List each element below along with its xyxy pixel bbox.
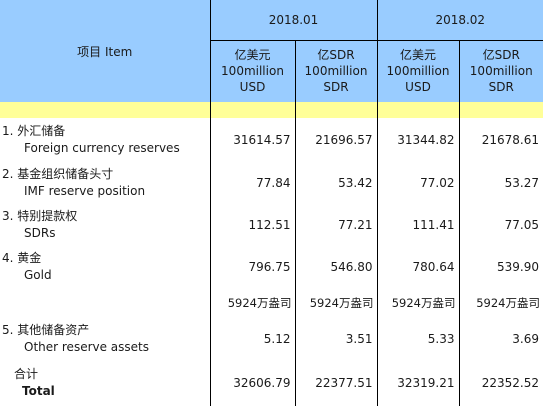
ounces-cell: 5924万盎司 [458, 288, 543, 318]
ounces-cell: 5924万盎司 [376, 288, 459, 318]
total-label: 合计 Total [0, 360, 210, 406]
total-cell: 22377.51 [294, 360, 377, 406]
value-cell: 53.27 [458, 162, 543, 204]
row-label: 4. 黄金 Gold [0, 246, 210, 288]
value-cell: 3.69 [458, 318, 543, 360]
unit-currency: SDR [488, 80, 514, 95]
unit-currency: USD [239, 80, 266, 95]
table-row: 5. 其他储备资产 Other reserve assets 5.12 3.51… [0, 318, 543, 360]
value-cell: 5.12 [209, 318, 295, 360]
period-header-2: 2018.02 [376, 0, 543, 41]
unit-header: 亿SDR 100million SDR [294, 40, 377, 102]
header-unit-row: 亿美元 100million USD 亿SDR 100million SDR 亿… [0, 40, 543, 102]
value-cell: 77.21 [294, 204, 377, 246]
unit-header: 亿美元 100million USD [209, 40, 295, 102]
total-row: 合计 Total 32606.79 22377.51 32319.21 2235… [0, 360, 543, 406]
unit-cn: 亿SDR [317, 48, 355, 63]
unit-header: 亿SDR 100million SDR [458, 40, 543, 102]
value-cell: 77.02 [376, 162, 459, 204]
value-cell: 539.90 [458, 246, 543, 288]
ounces-cell: 5924万盎司 [209, 288, 295, 318]
table-row: 4. 黄金 Gold 796.75 546.80 780.64 539.90 [0, 246, 543, 288]
value-cell: 21696.57 [294, 118, 377, 162]
row-label: 2. 基金组织储备头寸 IMF reserve position [0, 162, 210, 204]
row-label-en: Other reserve assets [24, 340, 150, 354]
period-header-1: 2018.01 [209, 0, 377, 41]
value-cell: 31344.82 [376, 118, 459, 162]
unit-en: 100million [304, 64, 368, 79]
ounces-cell: 5924万盎司 [294, 288, 377, 318]
unit-cn: 亿SDR [482, 48, 520, 63]
value-cell: 3.51 [294, 318, 377, 360]
row-label: 5. 其他储备资产 Other reserve assets [0, 318, 210, 360]
row-label-cn: 5. 其他储备资产 [2, 323, 90, 337]
value-cell: 21678.61 [458, 118, 543, 162]
table-row: 3. 特别提款权 SDRs 112.51 77.21 111.41 77.05 [0, 204, 543, 246]
value-cell: 112.51 [209, 204, 295, 246]
unit-en: 100million [221, 64, 284, 79]
row-label-cn: 1. 外汇储备 [2, 124, 66, 138]
value-cell: 546.80 [294, 246, 377, 288]
header-period-row: 项目 Item 2018.01 2018.02 [0, 0, 543, 102]
row-label: 1. 外汇储备 Foreign currency reserves [0, 118, 210, 162]
unit-cn: 亿美元 [399, 48, 436, 63]
row-label-cn: 3. 特别提款权 [2, 209, 78, 223]
separator-band [0, 102, 543, 118]
total-cell: 32319.21 [376, 360, 459, 406]
unit-en: 100million [469, 64, 533, 79]
value-cell: 77.84 [209, 162, 295, 204]
gold-ounces-row: 5924万盎司 5924万盎司 5924万盎司 5924万盎司 [0, 288, 543, 318]
row-label: 3. 特别提款权 SDRs [0, 204, 210, 246]
total-label-cn: 合计 [14, 367, 39, 381]
row-label-en: Foreign currency reserves [24, 141, 180, 155]
value-cell: 53.42 [294, 162, 377, 204]
value-cell: 31614.57 [209, 118, 295, 162]
unit-currency: USD [405, 80, 431, 95]
total-label-en: Total [22, 384, 55, 398]
empty-label-cell [0, 288, 210, 318]
row-label-cn: 2. 基金组织储备头寸 [2, 167, 114, 181]
unit-currency: SDR [323, 80, 349, 95]
table-row: 1. 外汇储备 Foreign currency reserves 31614.… [0, 118, 543, 162]
total-cell: 22352.52 [458, 360, 543, 406]
unit-cn: 亿美元 [234, 48, 271, 63]
value-cell: 796.75 [209, 246, 295, 288]
row-label-cn: 4. 黄金 [2, 251, 42, 265]
total-cell: 32606.79 [209, 360, 295, 406]
row-label-en: SDRs [24, 226, 56, 240]
value-cell: 5.33 [376, 318, 459, 360]
value-cell: 111.41 [376, 204, 459, 246]
value-cell: 780.64 [376, 246, 459, 288]
item-header: 项目 Item [0, 0, 210, 102]
value-cell: 77.05 [458, 204, 543, 246]
item-header-label: 项目 Item [77, 44, 133, 59]
unit-header: 亿美元 100million USD [376, 40, 459, 102]
row-label-en: Gold [24, 268, 52, 282]
row-label-en: IMF reserve position [24, 184, 146, 198]
table-row: 2. 基金组织储备头寸 IMF reserve position 77.84 5… [0, 162, 543, 204]
unit-en: 100million [386, 64, 450, 79]
